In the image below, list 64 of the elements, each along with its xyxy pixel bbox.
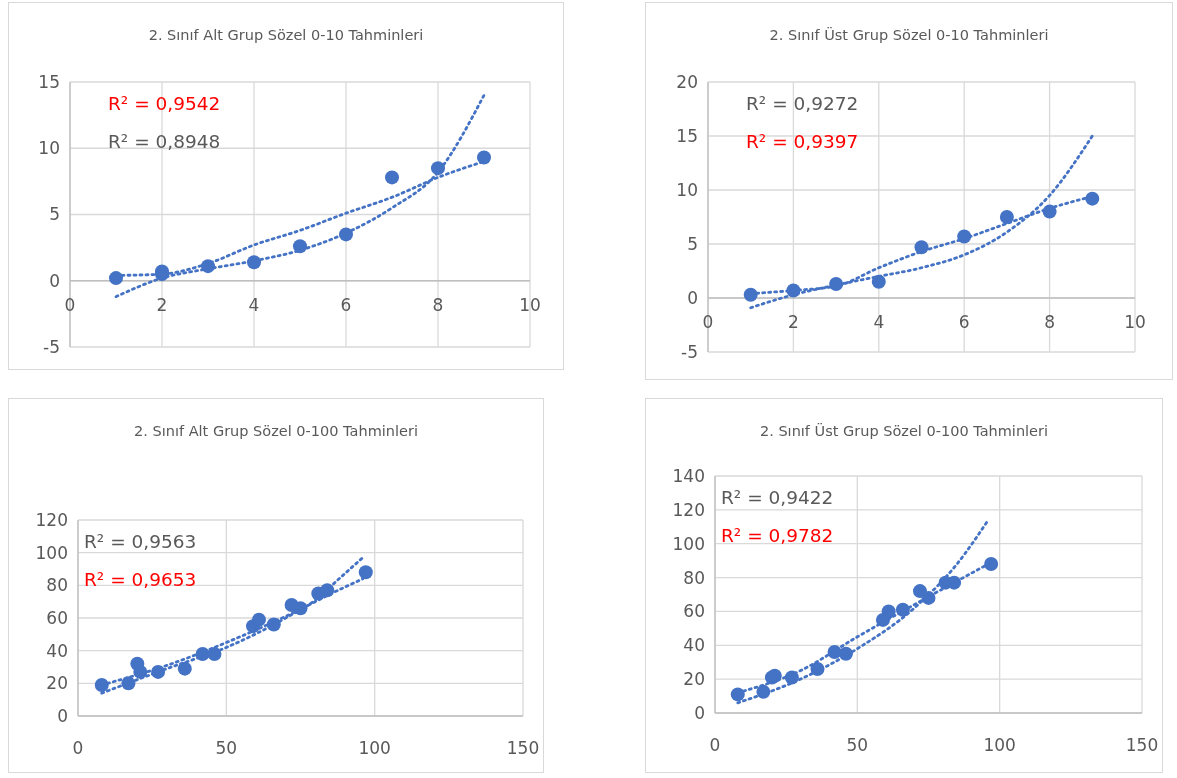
y-tick-label: 100 xyxy=(35,542,68,563)
point xyxy=(251,612,266,627)
annotation: R² = 0,8948 xyxy=(108,131,221,152)
y-tick-label: 100 xyxy=(672,533,705,554)
y-tick-label: -5 xyxy=(681,341,698,362)
y-tick-label: 5 xyxy=(687,233,698,254)
x-tick-label: 6 xyxy=(958,312,970,332)
y-tick-label: 20 xyxy=(683,669,705,690)
y-tick-label: 0 xyxy=(694,702,705,723)
chart-title: 2. Sınıf Üst Grup Sözel 0-10 Tahminleri xyxy=(769,26,1049,43)
y-tick-label: 120 xyxy=(672,499,705,520)
annotation: R² = 0,9422 xyxy=(721,487,834,508)
y-tick-label: 0 xyxy=(49,270,60,291)
x-tick-label: 8 xyxy=(1044,312,1056,332)
chart-title: 2. Sınıf Alt Grup Sözel 0-100 Tahminleri xyxy=(134,423,418,439)
y-tick-label: 120 xyxy=(35,509,68,530)
x-tick-label: 0 xyxy=(709,735,721,755)
x-tick-label: 0 xyxy=(72,738,84,758)
y-tick-label: 20 xyxy=(676,71,698,92)
y-tick-label: 20 xyxy=(46,673,68,694)
point xyxy=(477,150,491,165)
chart-title: 2. Sınıf Üst Grup Sözel 0-100 Tahminleri xyxy=(759,422,1049,439)
x-tick-label: 2 xyxy=(787,312,799,332)
annotation: R² = 0,9272 xyxy=(746,93,859,114)
y-tick-label: 40 xyxy=(683,635,705,656)
y-tick-label: 40 xyxy=(46,640,68,661)
y-tick-label: 60 xyxy=(46,607,68,628)
x-tick-label: 10 xyxy=(1124,312,1146,332)
y-tick-label: 80 xyxy=(683,567,705,588)
annotation: R² = 0,9653 xyxy=(84,569,197,590)
point xyxy=(385,170,399,185)
point xyxy=(109,271,123,286)
y-tick-label: 5 xyxy=(49,204,60,225)
y-tick-label: 15 xyxy=(676,125,698,146)
x-tick-label: 8 xyxy=(432,294,444,315)
y-tick-label: 10 xyxy=(38,138,60,159)
y-tick-label: -5 xyxy=(43,336,60,357)
x-tick-label: 150 xyxy=(1125,735,1159,755)
annotation: R² = 0,9782 xyxy=(721,525,834,546)
y-tick-label: 60 xyxy=(683,601,705,622)
chart-title: 2. Sınıf Alt Grup Sözel 0-10 Tahminleri xyxy=(148,27,424,43)
x-tick-label: 100 xyxy=(358,738,391,758)
line-series xyxy=(749,134,1094,310)
x-tick-label: 100 xyxy=(983,735,1016,755)
annotation: R² = 0,9563 xyxy=(84,531,197,552)
y-tick-label: 10 xyxy=(676,179,698,200)
y-tick-label: 140 xyxy=(672,465,705,486)
y-tick-label: 80 xyxy=(46,575,68,596)
x-tick-label: 10 xyxy=(519,294,541,315)
x-tick-label: 4 xyxy=(248,294,260,315)
x-tick-label: 2 xyxy=(156,294,168,315)
x-tick-label: 50 xyxy=(215,738,238,758)
point xyxy=(881,604,896,619)
y-tick-label: 0 xyxy=(57,705,68,726)
x-tick-label: 4 xyxy=(873,312,885,332)
x-tick-label: 150 xyxy=(506,738,540,758)
y-tick-label: 15 xyxy=(38,71,60,92)
point xyxy=(358,565,373,580)
x-tick-label: 6 xyxy=(340,294,352,315)
x-tick-label: 50 xyxy=(846,735,869,755)
point xyxy=(984,557,999,572)
annotation: R² = 0,9542 xyxy=(108,93,221,114)
point xyxy=(999,210,1014,224)
annotation: R² = 0,9397 xyxy=(746,131,859,152)
